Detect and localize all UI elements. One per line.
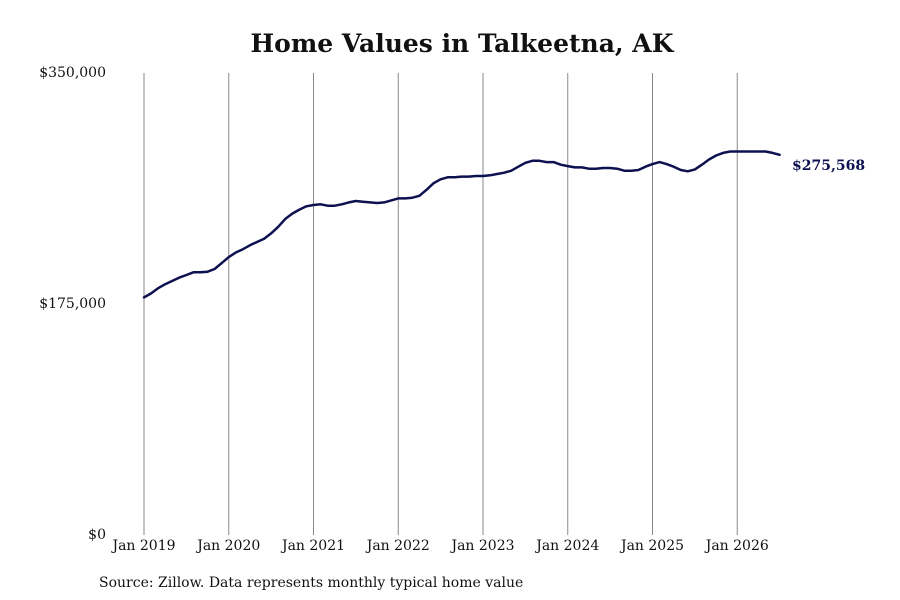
y-tick-label: $350,000: [39, 65, 106, 81]
y-tick-label: $0: [88, 527, 106, 543]
x-tick-label: Jan 2019: [110, 538, 175, 554]
gridlines: [143, 73, 738, 535]
source-note: Source: Zillow. Data represents monthly …: [99, 575, 523, 591]
end-value-label: $275,568: [792, 158, 865, 174]
x-tick-label: Jan 2026: [704, 538, 769, 554]
x-tick-label: Jan 2020: [195, 538, 260, 554]
x-tick-label: Jan 2023: [449, 538, 514, 554]
x-tick-label: Jan 2021: [280, 538, 345, 554]
series-layer: [142, 150, 781, 299]
x-tick-label: Jan 2022: [365, 538, 430, 554]
y-tick-label: $175,000: [39, 296, 106, 312]
y-axis-ticks: $0 $175,000 $350,000: [39, 65, 106, 543]
x-axis-ticks: Jan 2019 Jan 2020 Jan 2021 Jan 2022 Jan 2023…: [110, 538, 768, 554]
x-tick-label: Jan 2025: [619, 538, 684, 554]
chart-title: Home Values in Talkeetna, AK: [251, 29, 675, 58]
series-line: [142, 150, 781, 299]
x-tick-label: Jan 2024: [534, 538, 599, 554]
